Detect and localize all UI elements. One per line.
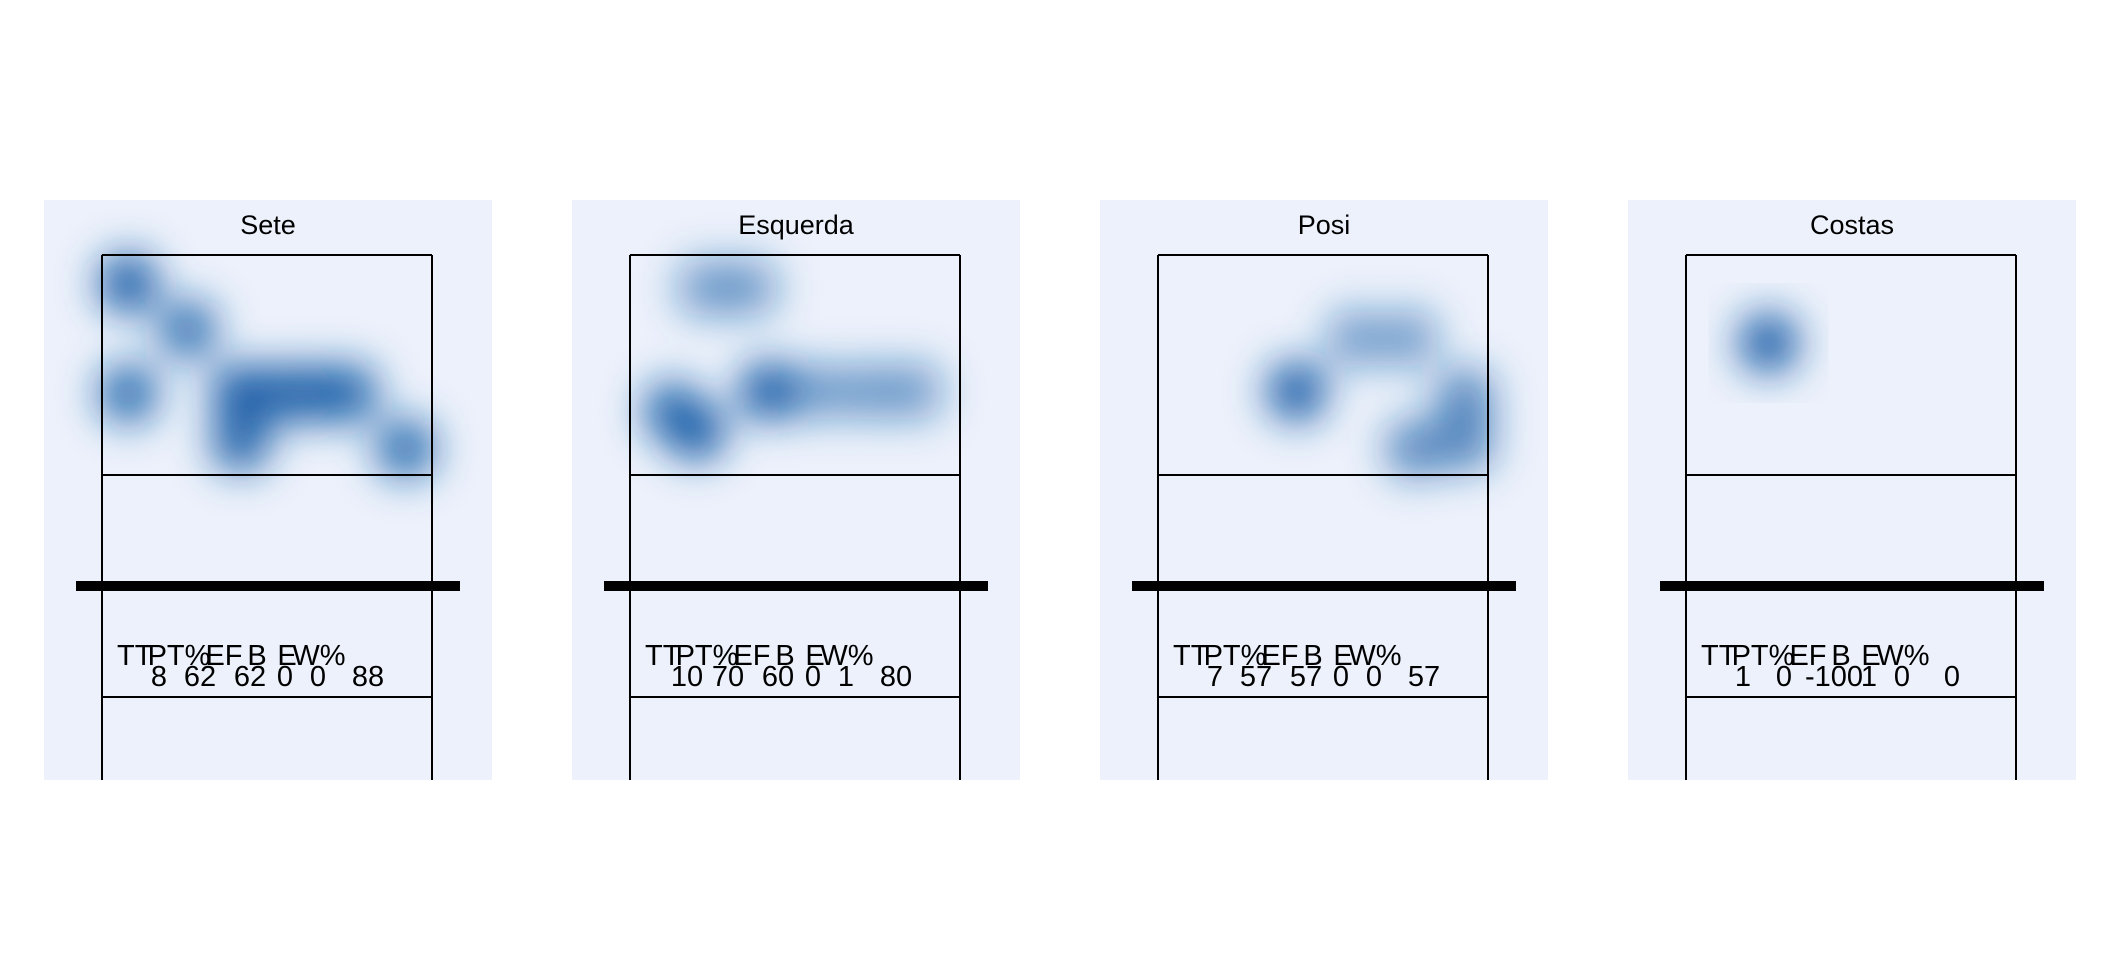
heat-spot — [718, 258, 779, 318]
stat-header-e: E — [805, 640, 824, 672]
stat-value-w-pct: 88 — [352, 661, 384, 693]
heat-layer — [1266, 308, 1495, 479]
stat-header-ef: EF — [733, 640, 770, 672]
stat-value-e: 1 — [838, 661, 854, 693]
heat-layer — [642, 258, 944, 461]
heat-spot — [837, 361, 898, 422]
stat-value-w-pct: 80 — [880, 661, 912, 693]
panel-background — [1100, 200, 1548, 780]
stat-value-b: 0 — [277, 661, 293, 693]
stat-header-tt: TT — [1701, 640, 1737, 672]
heat-spot — [788, 361, 849, 422]
stat-value-pt-pct: 0 — [1776, 661, 1792, 693]
stat-value-b: 0 — [1333, 661, 1349, 693]
stat-value-ef: 60 — [762, 661, 794, 693]
stat-value-pt-pct: 70 — [712, 661, 744, 693]
heat-spot — [98, 253, 159, 314]
stat-header-tt: TT — [117, 640, 153, 672]
heat-spot — [98, 363, 159, 424]
heat-spot — [1326, 308, 1386, 369]
stat-header-tt: TT — [1173, 640, 1209, 672]
stat-header-e: E — [1333, 640, 1352, 672]
stat-header-w-pct: W% — [292, 640, 345, 672]
heat-spot — [1434, 412, 1495, 472]
heat-spot — [1738, 313, 1799, 373]
stat-value-tt: 7 — [1207, 661, 1223, 693]
stat-value-e: 0 — [310, 661, 326, 693]
stat-value-ef: -100 — [1805, 661, 1863, 693]
heat-spot — [883, 361, 944, 422]
stat-header-b: B — [1831, 640, 1850, 672]
heat-spot — [1266, 361, 1327, 422]
panel-title: Posi — [1298, 210, 1351, 240]
stat-value-pt-pct: 57 — [1240, 661, 1272, 693]
heat-spot — [1434, 368, 1495, 428]
stat-header-pt-pct: PT% — [1204, 640, 1267, 672]
heat-spot — [375, 418, 436, 479]
panel-title: Esquerda — [738, 210, 855, 240]
stat-value-e: 0 — [1366, 661, 1382, 693]
heat-spot — [675, 258, 736, 318]
stat-value-w-pct: 0 — [1944, 661, 1960, 693]
stat-header-b: B — [775, 640, 794, 672]
heat-spot — [666, 401, 726, 461]
heat-spot — [319, 363, 380, 424]
stat-header-pt-pct: PT% — [676, 640, 739, 672]
stat-header-w-pct: W% — [1876, 640, 1929, 672]
stat-header-e: E — [1861, 640, 1880, 672]
stat-value-tt: 10 — [671, 661, 703, 693]
heat-spot — [1378, 308, 1439, 369]
stat-header-pt-pct: PT% — [1732, 640, 1795, 672]
heat-layer — [1738, 313, 1799, 373]
stat-value-e: 0 — [1894, 661, 1910, 693]
stat-header-pt-pct: PT% — [148, 640, 211, 672]
stat-header-ef: EF — [1261, 640, 1298, 672]
stat-header-b: B — [247, 640, 266, 672]
stat-header-b: B — [1303, 640, 1322, 672]
stat-value-tt: 1 — [1735, 661, 1751, 693]
panel-title: Costas — [1810, 210, 1894, 240]
stat-header-tt: TT — [645, 640, 681, 672]
panel-background — [1628, 200, 2076, 780]
stat-header-e: E — [277, 640, 296, 672]
heat-spot — [1385, 418, 1446, 479]
stat-value-ef: 62 — [234, 661, 266, 693]
stat-header-w-pct: W% — [1348, 640, 1401, 672]
stat-value-w-pct: 57 — [1408, 661, 1440, 693]
stat-value-pt-pct: 62 — [184, 661, 216, 693]
heat-spot — [738, 361, 799, 422]
stat-header-w-pct: W% — [820, 640, 873, 672]
stat-value-b: 0 — [805, 661, 821, 693]
stat-value-b: 1 — [1861, 661, 1877, 693]
heat-spot — [157, 299, 218, 360]
panel-background — [572, 200, 1020, 780]
stat-value-ef: 57 — [1290, 661, 1322, 693]
stat-value-tt: 8 — [151, 661, 167, 693]
heat-spot — [210, 412, 271, 472]
stat-header-ef: EF — [1789, 640, 1826, 672]
stat-header-ef: EF — [205, 640, 242, 672]
heat-layer — [98, 253, 436, 479]
panel-title: Sete — [240, 210, 296, 240]
